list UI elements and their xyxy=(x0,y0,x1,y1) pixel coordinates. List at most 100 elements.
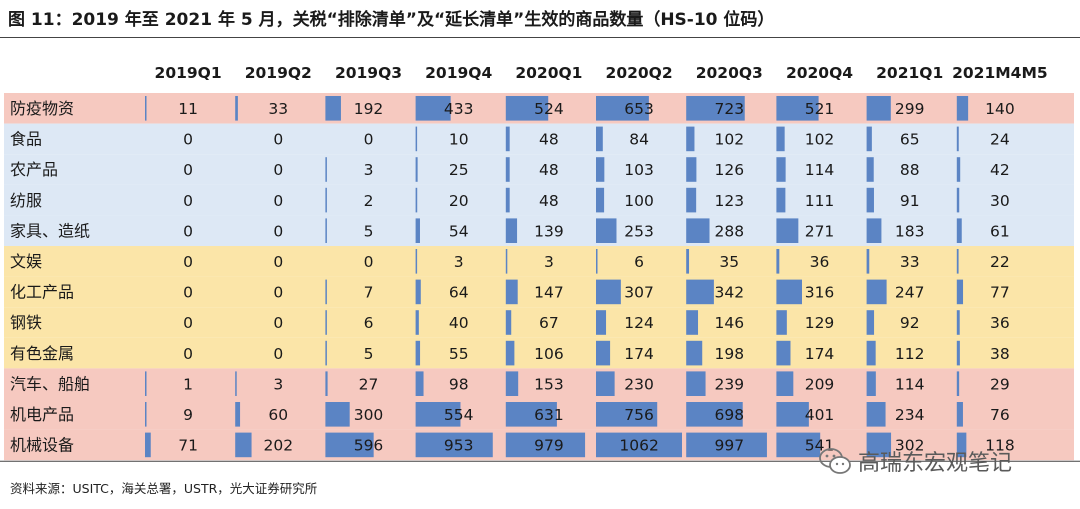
data-bar xyxy=(866,157,874,182)
data-bar xyxy=(325,402,350,427)
data-bar xyxy=(776,310,787,335)
cell-value: 554 xyxy=(444,406,474,424)
data-bar xyxy=(686,402,743,427)
data-bar xyxy=(505,371,519,396)
watermark-text: 高瑞东宏观笔记 xyxy=(858,451,1013,476)
data-bar xyxy=(686,371,706,396)
data-bar xyxy=(686,340,703,366)
data-bar xyxy=(686,157,697,182)
cell-value: 6 xyxy=(364,314,374,332)
cell-value: 147 xyxy=(534,284,564,302)
column-header: 2019Q1 xyxy=(155,64,222,82)
data-bar xyxy=(866,432,892,458)
data-bar xyxy=(505,126,510,152)
data-bar xyxy=(956,187,960,213)
data-bar xyxy=(505,432,586,458)
data-bar xyxy=(505,340,515,366)
cell-value: 22 xyxy=(990,253,1010,271)
data-bar xyxy=(325,371,328,396)
cell-value: 0 xyxy=(183,131,193,149)
cell-value: 3 xyxy=(454,253,464,271)
data-bar xyxy=(235,432,252,458)
cell-value: 253 xyxy=(624,222,654,240)
cell-value: 0 xyxy=(273,222,283,240)
data-bar xyxy=(505,249,508,274)
cell-value: 48 xyxy=(539,131,559,149)
row-label: 纺服 xyxy=(10,191,42,210)
column-header: 2021Q1 xyxy=(876,64,943,82)
data-bar xyxy=(596,371,615,396)
column-header: 2020Q4 xyxy=(786,64,853,82)
cell-value: 316 xyxy=(805,284,835,302)
cell-value: 42 xyxy=(990,161,1010,179)
cell-value: 24 xyxy=(990,131,1010,149)
cell-value: 48 xyxy=(539,192,559,210)
row-label: 机电产品 xyxy=(10,405,74,424)
data-bar xyxy=(505,310,512,335)
data-bar xyxy=(866,187,874,213)
cell-value: 239 xyxy=(715,375,745,393)
data-bar xyxy=(956,371,960,396)
data-bar xyxy=(956,402,963,427)
data-bar xyxy=(596,96,649,121)
cell-value: 111 xyxy=(805,192,835,210)
row-band xyxy=(4,154,1074,185)
cell-value: 20 xyxy=(449,192,469,210)
cell-value: 114 xyxy=(895,375,925,393)
cell-value: 209 xyxy=(805,375,835,393)
cell-value: 6 xyxy=(634,253,644,271)
cell-value: 1062 xyxy=(619,437,658,455)
data-bar xyxy=(415,96,451,121)
cell-value: 71 xyxy=(178,437,198,455)
cell-value: 953 xyxy=(444,437,474,455)
cell-value: 103 xyxy=(624,161,654,179)
cell-value: 29 xyxy=(990,375,1010,393)
data-bar xyxy=(145,432,151,458)
cell-value: 114 xyxy=(805,161,835,179)
cell-value: 5 xyxy=(364,345,374,363)
cell-value: 524 xyxy=(534,100,564,118)
column-header: 2020Q2 xyxy=(606,64,673,82)
source-note: 资料来源：USITC，海关总署，USTR，光大证券研究所 xyxy=(10,481,318,496)
figure-title: 图 11：2019 年至 2021 年 5 月，关税“排除清单”及“延长清单”生… xyxy=(8,10,775,30)
cell-value: 230 xyxy=(624,375,654,393)
cell-value: 60 xyxy=(268,406,288,424)
data-bar xyxy=(956,340,960,366)
cell-value: 997 xyxy=(715,437,745,455)
row-label: 有色金属 xyxy=(10,344,74,363)
data-bar xyxy=(325,340,327,366)
cell-value: 3 xyxy=(364,161,374,179)
data-bar xyxy=(866,218,882,243)
data-bar xyxy=(415,126,418,152)
cell-value: 202 xyxy=(264,437,294,455)
data-bar xyxy=(415,218,420,243)
cell-value: 100 xyxy=(624,192,654,210)
cell-value: 40 xyxy=(449,314,469,332)
cell-value: 0 xyxy=(364,253,374,271)
column-header: 2020Q1 xyxy=(515,64,582,82)
data-bar xyxy=(505,402,557,427)
data-bar xyxy=(866,310,875,335)
data-bar xyxy=(505,218,518,243)
data-bar xyxy=(325,310,327,335)
data-bar xyxy=(505,157,510,182)
cell-value: 139 xyxy=(534,222,564,240)
column-header: 2019Q4 xyxy=(425,64,492,82)
data-bar xyxy=(596,432,682,458)
data-bar xyxy=(686,432,767,458)
row-label: 文娱 xyxy=(10,252,42,271)
cell-value: 288 xyxy=(715,222,745,240)
row-band xyxy=(4,215,1074,246)
cell-value: 118 xyxy=(985,437,1015,455)
cell-value: 124 xyxy=(624,314,654,332)
cell-value: 653 xyxy=(624,100,654,118)
row-label: 化工产品 xyxy=(10,283,74,302)
cell-value: 3 xyxy=(273,375,283,393)
data-bar xyxy=(145,371,147,396)
data-bar xyxy=(415,371,424,396)
row-band xyxy=(4,184,1074,216)
cell-value: 521 xyxy=(805,100,835,118)
data-bar xyxy=(596,187,605,213)
cell-value: 698 xyxy=(715,406,745,424)
cell-value: 0 xyxy=(183,192,193,210)
